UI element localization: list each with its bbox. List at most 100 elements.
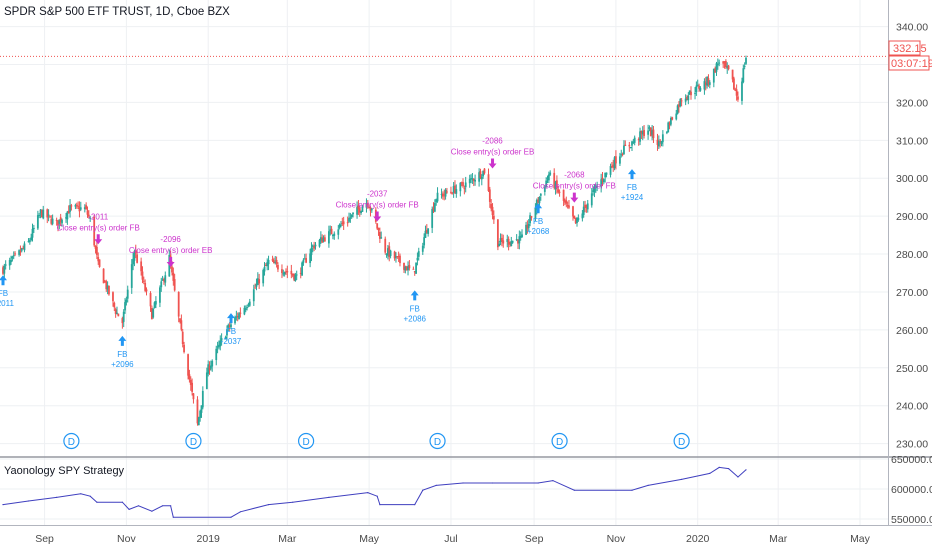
- entry-qty-label: +2068: [527, 227, 550, 236]
- circle-D-icon[interactable]: [63, 432, 80, 450]
- indicator-title[interactable]: Yaonology SPY Strategy: [4, 465, 125, 477]
- candle-body: [361, 207, 364, 212]
- candle-body: [496, 219, 499, 248]
- candle-body: [507, 238, 510, 245]
- candle-body: [376, 223, 379, 229]
- candle-body: [161, 279, 164, 281]
- price-tick-label: 280.00: [896, 249, 928, 261]
- candle-body: [708, 82, 711, 85]
- candle-body: [557, 189, 560, 193]
- candle-body: [4, 264, 7, 266]
- candle-body: [423, 237, 426, 246]
- circle-D-icon[interactable]: [185, 432, 202, 450]
- candle-body: [435, 199, 438, 203]
- candle-body: [205, 372, 208, 390]
- price-pane[interactable]: [0, 0, 888, 455]
- candle-body: [433, 203, 436, 212]
- candle-body: [612, 164, 615, 168]
- candle-body: [641, 130, 644, 135]
- candle-body: [40, 210, 43, 218]
- candle-body: [431, 208, 434, 228]
- candle-body: [553, 172, 556, 188]
- candle-body: [108, 285, 110, 295]
- candle-body: [482, 170, 485, 177]
- candle-body: [468, 178, 471, 184]
- indicator-axis[interactable]: 650000.00 600000.00 550000.00: [891, 454, 932, 526]
- circle-D-icon[interactable]: [673, 432, 690, 450]
- candle-body: [586, 203, 589, 210]
- candle-body: [380, 237, 383, 239]
- circle-D-icon[interactable]: [551, 432, 568, 450]
- candle-body: [163, 279, 165, 282]
- dividend-letter: D: [302, 437, 309, 448]
- candle-body: [74, 205, 77, 207]
- candle-body: [396, 256, 399, 258]
- candle-body: [436, 192, 439, 202]
- candle-body: [337, 229, 340, 235]
- candle-body: [126, 289, 129, 299]
- equity-point: [239, 511, 241, 513]
- time-axis[interactable]: Sep Nov 2019 Mar May Jul Sep Nov 2020 Mar May: [35, 533, 870, 545]
- candle-body: [106, 285, 109, 290]
- candle-body: [395, 256, 397, 258]
- candle-body: [243, 307, 246, 315]
- arrow-down-icon: [94, 234, 103, 245]
- candle-body: [582, 206, 585, 215]
- candle-body: [248, 301, 251, 306]
- candle-body: [283, 271, 286, 275]
- candle-body: [179, 318, 181, 322]
- time-tick-label: Sep: [525, 533, 544, 545]
- candle-body: [160, 281, 163, 288]
- equity-point: [367, 492, 369, 494]
- equity-point: [745, 469, 747, 471]
- candle-body: [687, 95, 690, 101]
- candle-body: [492, 215, 495, 220]
- candle-body: [301, 262, 303, 276]
- candle-body: [604, 172, 607, 178]
- circle-D-icon[interactable]: [298, 432, 315, 450]
- candle-body: [538, 196, 541, 204]
- candle-body: [613, 157, 616, 169]
- candle-body: [377, 227, 380, 231]
- circle-D-icon[interactable]: [429, 432, 446, 450]
- candle-body: [407, 266, 409, 271]
- candle-body: [59, 217, 62, 223]
- candle-body: [639, 131, 641, 142]
- time-tick-label: Jul: [444, 533, 457, 545]
- candle-body: [490, 203, 493, 209]
- candle-body: [680, 100, 683, 102]
- candle-body: [629, 147, 632, 149]
- candle-body: [264, 264, 267, 267]
- candle-body: [197, 417, 200, 426]
- price-axis[interactable]: 340.00330.00320.00310.00300.00290.00280.…: [896, 22, 928, 451]
- candle-body: [643, 129, 645, 136]
- candle-body: [12, 255, 15, 257]
- candle-body: [378, 231, 381, 239]
- candle-body: [112, 292, 114, 302]
- time-tick-label: 2019: [197, 533, 221, 545]
- indicator-pane[interactable]: [0, 459, 888, 525]
- symbol-title[interactable]: SPDR S&P 500 ETF TRUST, 1D, Cboe BZX: [4, 6, 230, 18]
- candle-body: [487, 174, 490, 191]
- candle-body: [724, 61, 727, 68]
- equity-point: [727, 468, 730, 470]
- candle-body: [647, 130, 649, 135]
- candle-body: [525, 224, 527, 235]
- candle-body: [105, 281, 108, 290]
- equity-point: [737, 476, 739, 478]
- candle-body: [424, 230, 427, 238]
- entry-label: FB: [410, 304, 420, 313]
- candle-body: [286, 271, 289, 273]
- equity-point: [170, 505, 172, 507]
- candle-body: [474, 179, 476, 182]
- candle-body: [196, 399, 199, 424]
- candle-body: [32, 227, 35, 229]
- entry-qty-label: +2096: [111, 360, 134, 369]
- equity-point: [718, 466, 720, 468]
- candle-body: [216, 346, 219, 348]
- candle-body: [332, 234, 334, 237]
- candle-body: [734, 89, 737, 91]
- price-tick-label: 290.00: [896, 211, 928, 223]
- candle-body: [443, 194, 446, 196]
